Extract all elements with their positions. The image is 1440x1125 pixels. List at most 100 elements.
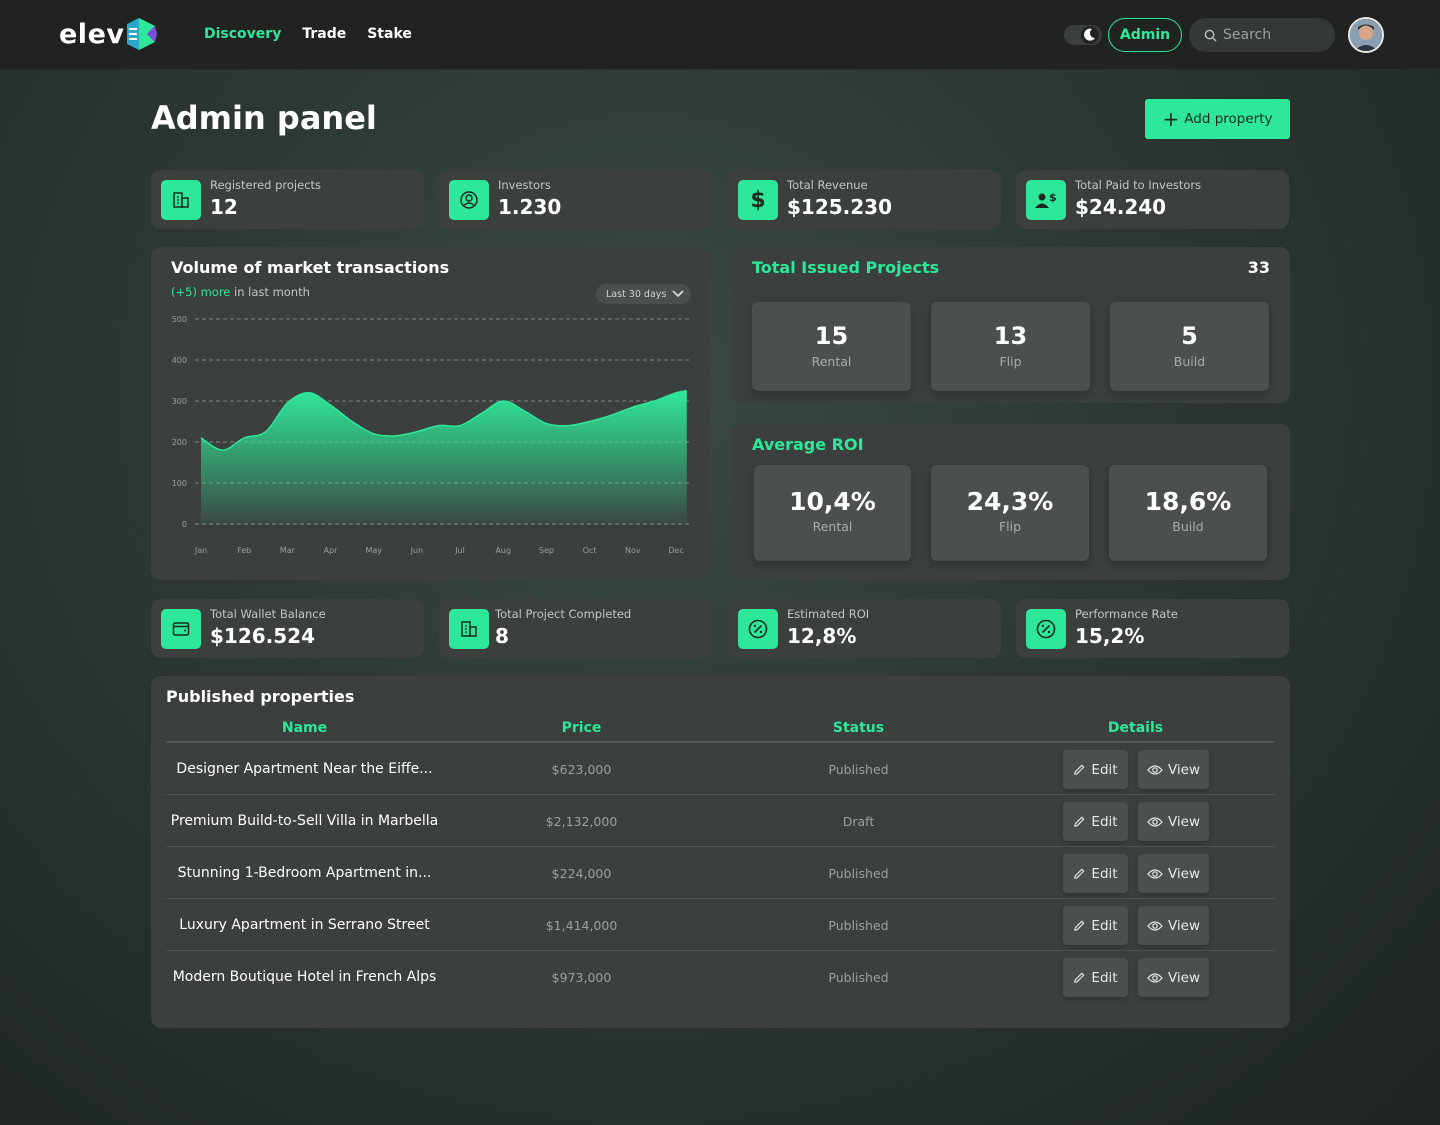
column-header-name: Name [281, 720, 328, 736]
pencil-icon [1074, 920, 1085, 931]
x-tick-label: Oct [583, 546, 597, 555]
x-tick-label: Mar [280, 546, 296, 555]
theme-toggle[interactable] [1064, 25, 1102, 45]
range-label: Last 30 days [606, 288, 667, 300]
tile-value: 18,6% [1144, 487, 1232, 516]
stat-value: 12,8% [787, 624, 857, 648]
edit-button[interactable]: Edit [1063, 906, 1128, 945]
y-tick-label: 500 [172, 315, 187, 324]
pencil-icon [1074, 972, 1085, 983]
property-status: Published [828, 917, 889, 933]
view-label: View [1167, 917, 1201, 934]
tile-value: 24,3% [966, 487, 1054, 516]
average-roi-title: Average ROI [752, 435, 864, 454]
edit-label: Edit [1091, 865, 1118, 882]
user-circle-icon [449, 180, 489, 220]
search-box[interactable] [1189, 18, 1335, 52]
chart-title: Volume of market transactions [171, 258, 450, 277]
x-tick-label: Sep [539, 546, 554, 555]
eye-icon [1147, 920, 1163, 931]
tile-value: 13 [993, 322, 1028, 350]
y-tick-label: 300 [172, 397, 187, 406]
percent-badge-icon [738, 609, 778, 649]
pencil-icon [1074, 816, 1085, 827]
issued-projects-total: 33 [1247, 258, 1270, 277]
stat-registered-projects: Registered projects 12 [151, 170, 424, 229]
table-header-divider [166, 741, 1275, 743]
x-tick-label: Aug [495, 546, 511, 555]
tile-label: Build [1173, 354, 1206, 369]
search-icon [1204, 29, 1217, 41]
stat-label: Estimated ROI [787, 607, 870, 621]
nav-discovery[interactable]: Discovery [204, 26, 282, 42]
stat-project-completed: Total Project Completed 8 [439, 599, 712, 658]
table-row: Premium Build-to-Sell Villa in Marbella … [166, 795, 1275, 847]
property-name: Designer Apartment Near the Eiffe... [176, 761, 433, 777]
chart-subtitle: (+5) more in last month [171, 285, 310, 299]
issued-tile-rental: 15 Rental [752, 302, 911, 391]
logo-mark-icon [127, 18, 158, 50]
property-name: Stunning 1-Bedroom Apartment in... [177, 865, 432, 881]
search-input[interactable] [1223, 27, 1333, 43]
nav-stake[interactable]: Stake [367, 26, 412, 42]
avatar[interactable] [1348, 17, 1384, 53]
tile-value: 15 [814, 322, 849, 350]
roi-tile-build: 18,6% Build [1109, 465, 1267, 561]
edit-label: Edit [1091, 969, 1118, 986]
stat-label: Total Revenue [787, 178, 868, 192]
moon-icon [1081, 26, 1099, 44]
admin-button[interactable]: Admin [1108, 18, 1182, 52]
tile-label: Flip [998, 519, 1022, 534]
user-avatar-icon [1350, 19, 1382, 51]
column-header-status: Status [832, 720, 885, 736]
x-tick-label: Dec [668, 546, 683, 555]
volume-line-series [200, 390, 687, 451]
property-price: $2,132,000 [545, 813, 618, 829]
roi-tile-flip: 24,3% Flip [931, 465, 1089, 561]
eye-icon [1147, 764, 1163, 775]
view-button[interactable]: View [1138, 802, 1209, 841]
x-tick-label: Jan [194, 546, 207, 555]
chart-subtitle-highlight: (+5) more [171, 285, 231, 299]
stat-value: 8 [495, 624, 509, 648]
view-button[interactable]: View [1138, 750, 1209, 789]
add-property-button[interactable]: + Add property [1145, 99, 1290, 139]
stat-value: 15,2% [1075, 624, 1145, 648]
property-name: Luxury Apartment in Serrano Street [179, 917, 430, 933]
logo[interactable]: elev [59, 16, 159, 52]
eye-icon [1147, 816, 1163, 827]
edit-label: Edit [1091, 917, 1118, 934]
view-button[interactable]: View [1138, 906, 1209, 945]
table-title: Published properties [166, 687, 355, 706]
pencil-icon [1074, 764, 1085, 775]
nav-trade[interactable]: Trade [302, 26, 347, 42]
range-dropdown[interactable]: Last 30 days [596, 284, 691, 304]
chart-subtitle-rest: in last month [230, 285, 310, 299]
property-status: Draft [842, 813, 875, 829]
pencil-icon [1074, 868, 1085, 879]
edit-button[interactable]: Edit [1063, 750, 1128, 789]
x-tick-label: Jul [454, 546, 465, 555]
view-label: View [1167, 969, 1201, 986]
stat-total-revenue: $ Total Revenue $125.230 [728, 170, 1001, 229]
property-price: $1,414,000 [545, 917, 618, 933]
view-button[interactable]: View [1138, 854, 1209, 893]
property-name: Modern Boutique Hotel in French Alps [172, 969, 437, 985]
eye-icon [1147, 972, 1163, 983]
tile-label: Flip [999, 354, 1022, 369]
edit-button[interactable]: Edit [1063, 802, 1128, 841]
user-dollar-icon: $ [1026, 180, 1066, 220]
volume-area-series [201, 390, 687, 524]
stat-label: Performance Rate [1075, 607, 1178, 621]
building-icon [449, 609, 489, 649]
stat-value: $24.240 [1075, 195, 1167, 219]
table-row: Stunning 1-Bedroom Apartment in... $224,… [166, 847, 1275, 899]
edit-button[interactable]: Edit [1063, 854, 1128, 893]
issued-projects-card: Total Issued Projects 33 15 Rental 13 Fl… [732, 247, 1290, 403]
stat-estimated-roi: Estimated ROI 12,8% [728, 599, 1001, 658]
stat-value: 1.230 [498, 195, 562, 219]
view-button[interactable]: View [1138, 958, 1209, 997]
building-icon [161, 180, 201, 220]
edit-label: Edit [1091, 761, 1118, 778]
edit-button[interactable]: Edit [1063, 958, 1128, 997]
